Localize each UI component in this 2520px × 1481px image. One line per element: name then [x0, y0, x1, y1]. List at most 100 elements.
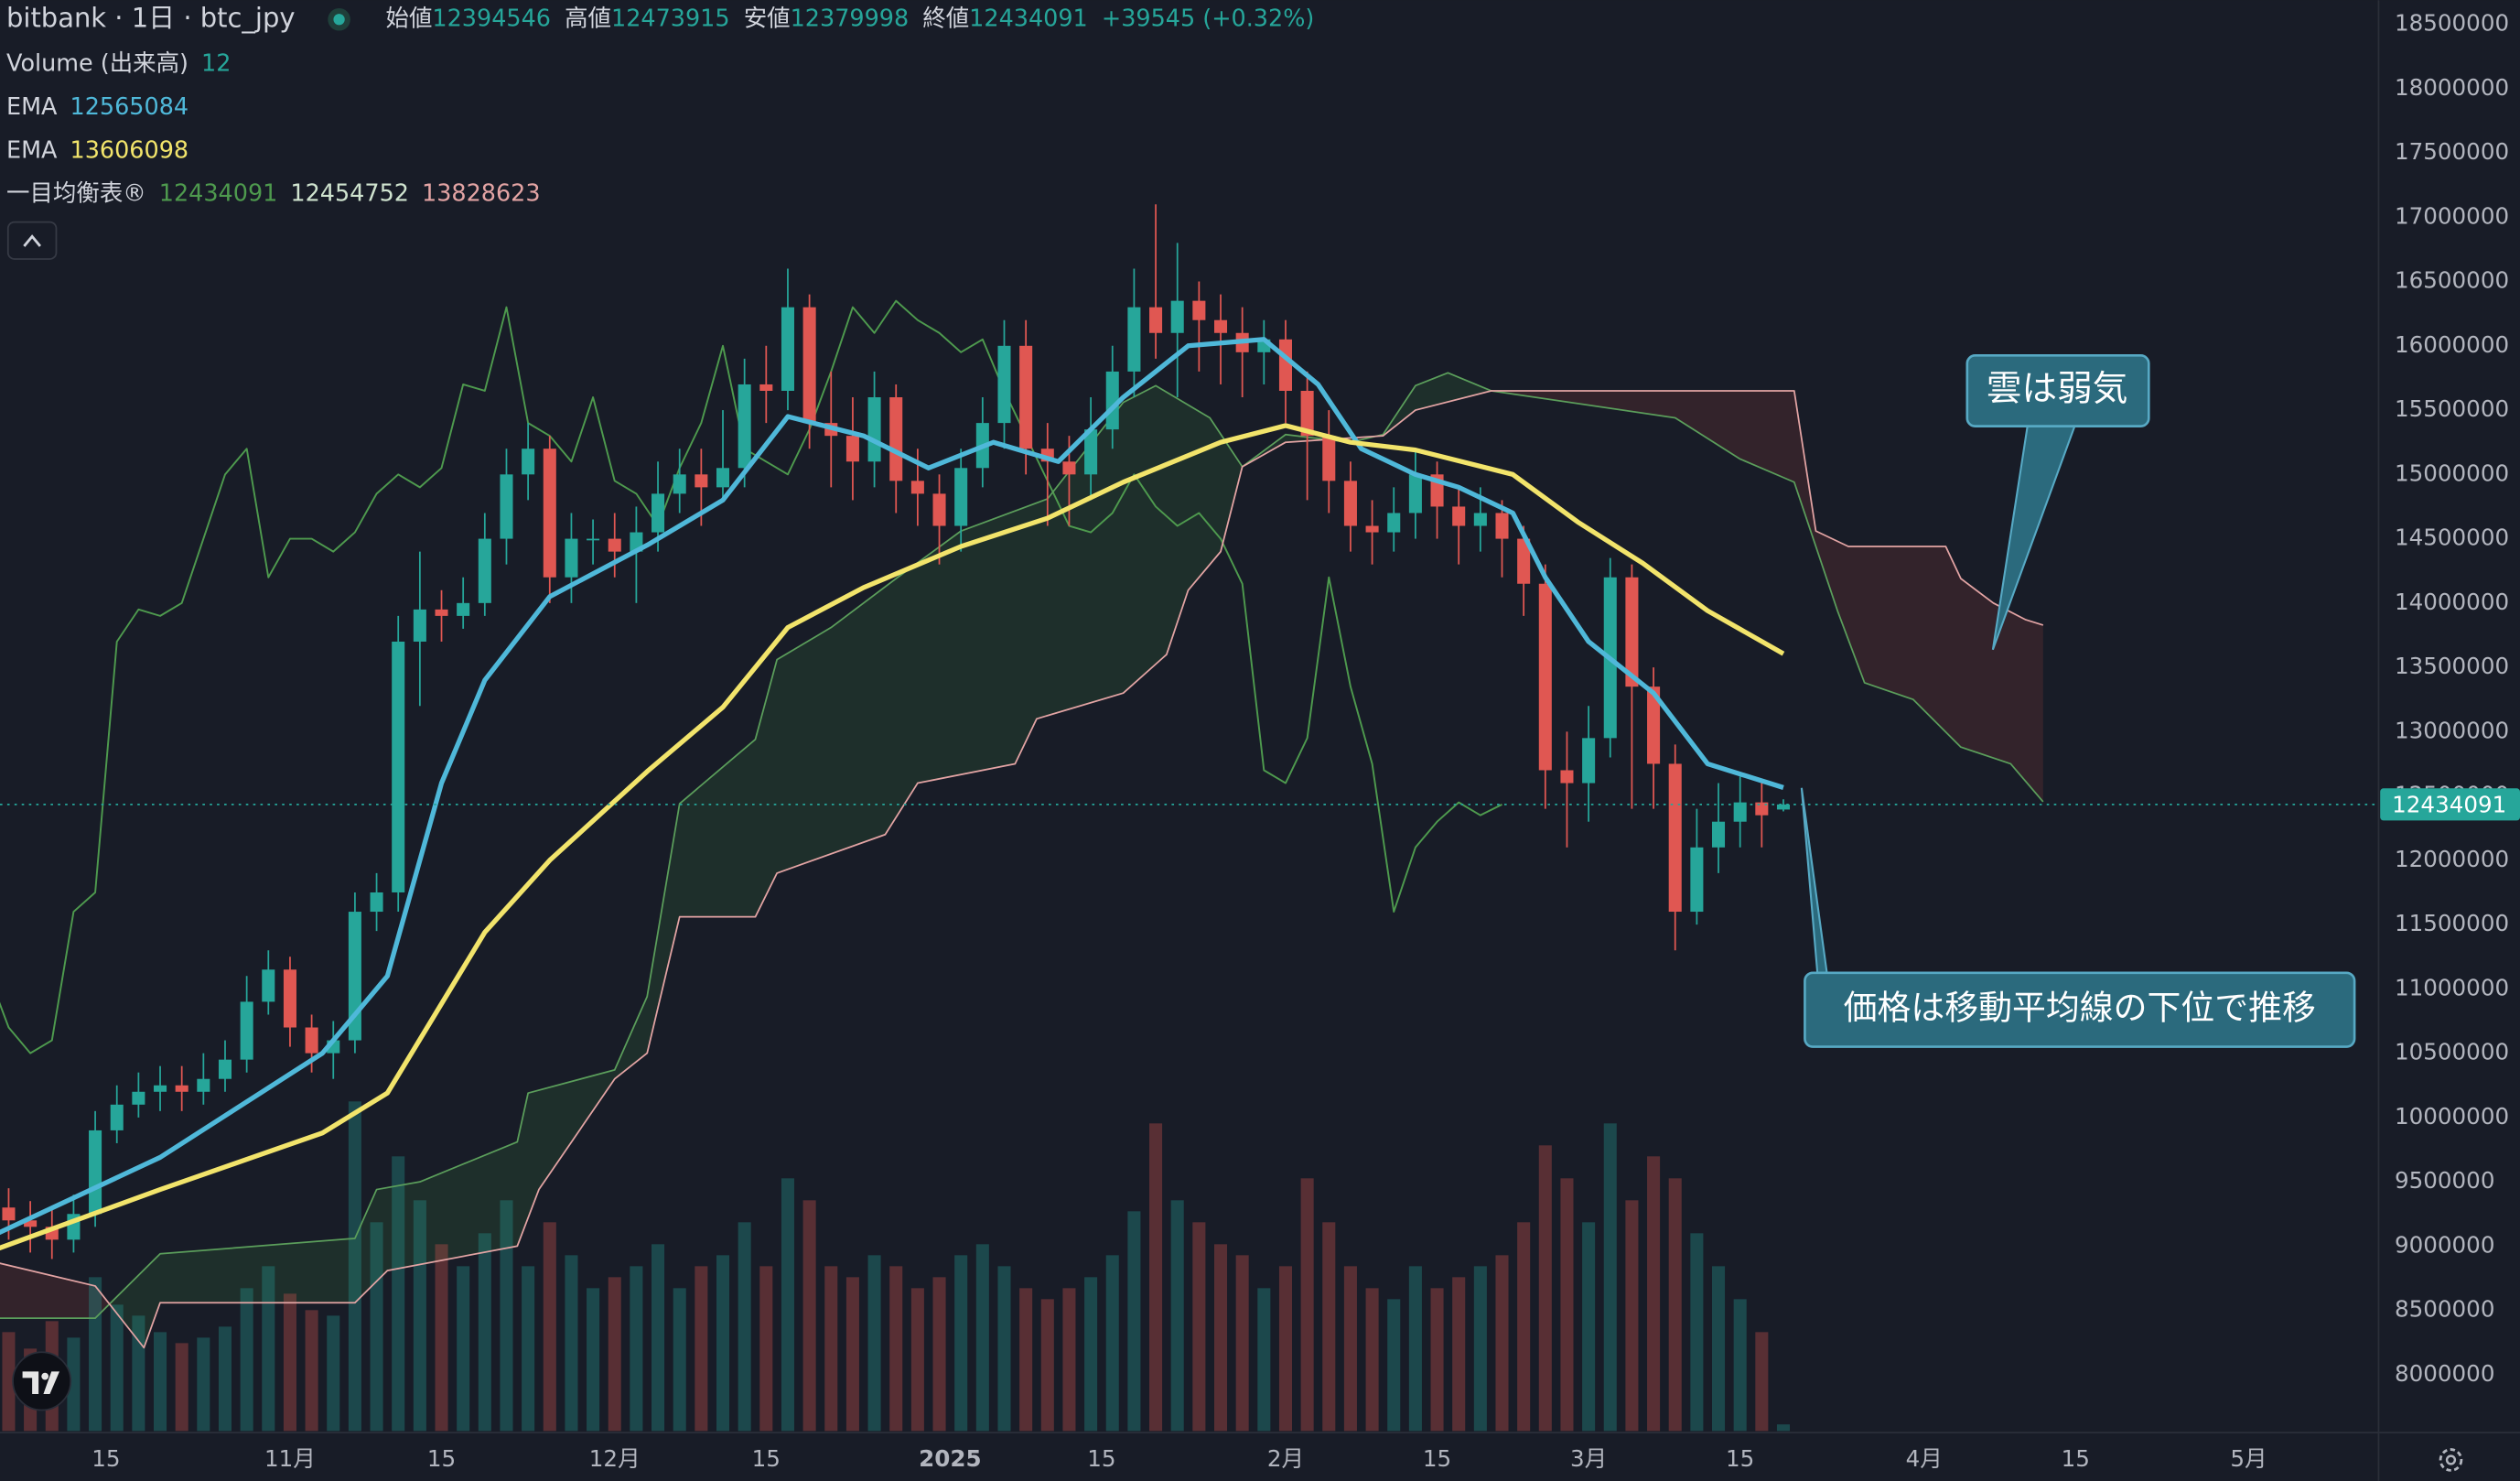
cloud-fill	[1493, 390, 2043, 802]
candle-body	[954, 468, 968, 526]
y-tick-label: 14500000	[2395, 524, 2509, 551]
volume-bar	[802, 1200, 816, 1432]
settings-gear[interactable]	[2439, 1448, 2463, 1472]
volume-bar	[154, 1332, 167, 1432]
last-price-box	[2380, 788, 2520, 821]
candle-body	[802, 307, 816, 424]
volume-bar	[1430, 1288, 1444, 1432]
x-tick-label: 5月	[2230, 1445, 2267, 1472]
volume-bar	[954, 1255, 968, 1432]
collapse-button[interactable]	[6, 221, 58, 260]
volume-bar	[1062, 1288, 1076, 1432]
volume-bar	[435, 1244, 448, 1432]
change: +39545 (+0.32%)	[1102, 5, 1314, 32]
ema-line	[0, 423, 1785, 1251]
candle-body	[262, 969, 275, 1002]
volume-bar	[1647, 1156, 1661, 1432]
candle-body	[845, 436, 859, 462]
logo-dot	[41, 1372, 49, 1380]
candle-body	[1019, 345, 1033, 449]
x-tick-label: 15	[427, 1445, 456, 1472]
volume-bar	[1538, 1145, 1552, 1432]
volume-bar	[1278, 1266, 1292, 1432]
candle-body	[1582, 738, 1596, 784]
x-tick-label: 15	[92, 1445, 120, 1472]
candle-body	[1105, 371, 1119, 430]
volume-bar	[1625, 1200, 1639, 1432]
high-label: 高値	[565, 5, 611, 32]
y-tick-label: 9000000	[2395, 1231, 2494, 1258]
volume-bar	[1452, 1277, 1466, 1432]
cloud-fill	[111, 385, 1330, 1348]
callout-box	[1804, 971, 2356, 1048]
candle-body	[1668, 763, 1682, 913]
candle-body	[522, 449, 535, 475]
candle-body	[1322, 436, 1336, 481]
candle-body	[1560, 770, 1574, 784]
volume-bar	[1105, 1255, 1119, 1432]
logo-mark	[22, 1371, 59, 1394]
candle-body	[2, 1207, 16, 1221]
ichimoku-legend: 一目均衡表® 12434091 12454752 13828623	[6, 180, 541, 208]
y-tick-label: 16000000	[2395, 331, 2509, 358]
annotation-text: 価格は移動平均線の下位で推移	[1844, 989, 2316, 1028]
y-tick-label: 12000000	[2395, 846, 2509, 872]
y-tick-label: 15500000	[2395, 395, 2509, 422]
candle-body	[1712, 821, 1726, 848]
volume-bar	[1495, 1255, 1509, 1432]
candle-body	[1776, 804, 1791, 810]
volume-bar	[630, 1266, 643, 1432]
candle-body	[240, 1001, 253, 1060]
candle-body	[1755, 802, 1769, 816]
candle-body	[1690, 847, 1704, 913]
volume-bar	[608, 1277, 621, 1432]
candle-body	[695, 474, 708, 488]
volume-bar	[867, 1255, 881, 1432]
ema-value: 12565084	[70, 93, 189, 121]
volume-bar	[738, 1222, 751, 1432]
y-tick-label: 10000000	[2395, 1103, 2509, 1130]
low-value: 12379998	[791, 5, 910, 32]
ema-line	[0, 337, 1784, 1236]
volume-bar	[1690, 1233, 1704, 1432]
volume-bar	[1322, 1222, 1336, 1432]
candle-body	[1084, 429, 1098, 475]
volume-bar	[587, 1288, 600, 1432]
candle-body	[543, 449, 556, 578]
ichimoku-name: 一目均衡表®	[6, 180, 146, 208]
annotation: 雲は弱気	[1965, 354, 2150, 651]
volume-bar	[759, 1266, 773, 1432]
candle-body	[89, 1130, 102, 1215]
candle-body	[1365, 525, 1379, 533]
volume-bar	[175, 1343, 188, 1432]
symbol-title: bitbank · 1日 · btc_jpy	[6, 2, 295, 33]
candle-body	[392, 641, 405, 892]
candle-body	[175, 1085, 188, 1092]
volume-bar	[327, 1315, 340, 1432]
candle-body	[1387, 513, 1401, 533]
candle-body	[1127, 307, 1141, 372]
volume-bar	[110, 1304, 124, 1432]
gear-hub[interactable]	[2445, 1454, 2457, 1465]
gear-ring[interactable]	[2439, 1448, 2463, 1472]
span-a-value: 12454752	[290, 180, 409, 208]
y-tick-label: 9500000	[2395, 1167, 2494, 1194]
volume-bar	[305, 1310, 318, 1432]
y-tick-label: 13000000	[2395, 717, 2509, 743]
x-tick-label: 12月	[589, 1445, 641, 1472]
volume-bar	[1365, 1288, 1379, 1432]
y-tick-label: 17500000	[2395, 138, 2509, 165]
candle-body	[1062, 461, 1076, 475]
volume-bar	[197, 1337, 210, 1432]
ema-legend: EMA 12565084	[6, 93, 188, 121]
volume-bar	[673, 1288, 686, 1432]
volume-bar	[997, 1266, 1011, 1432]
cloud-fill	[0, 1263, 112, 1319]
volume-bar	[652, 1244, 665, 1432]
last-price-label: 12434091	[2392, 792, 2506, 818]
header: bitbank · 1日 · btc_jpy	[6, 2, 295, 33]
candle-body	[1343, 481, 1357, 526]
candle-body	[132, 1091, 145, 1105]
candle-body	[1625, 577, 1639, 687]
open-label: 始値	[386, 5, 433, 32]
